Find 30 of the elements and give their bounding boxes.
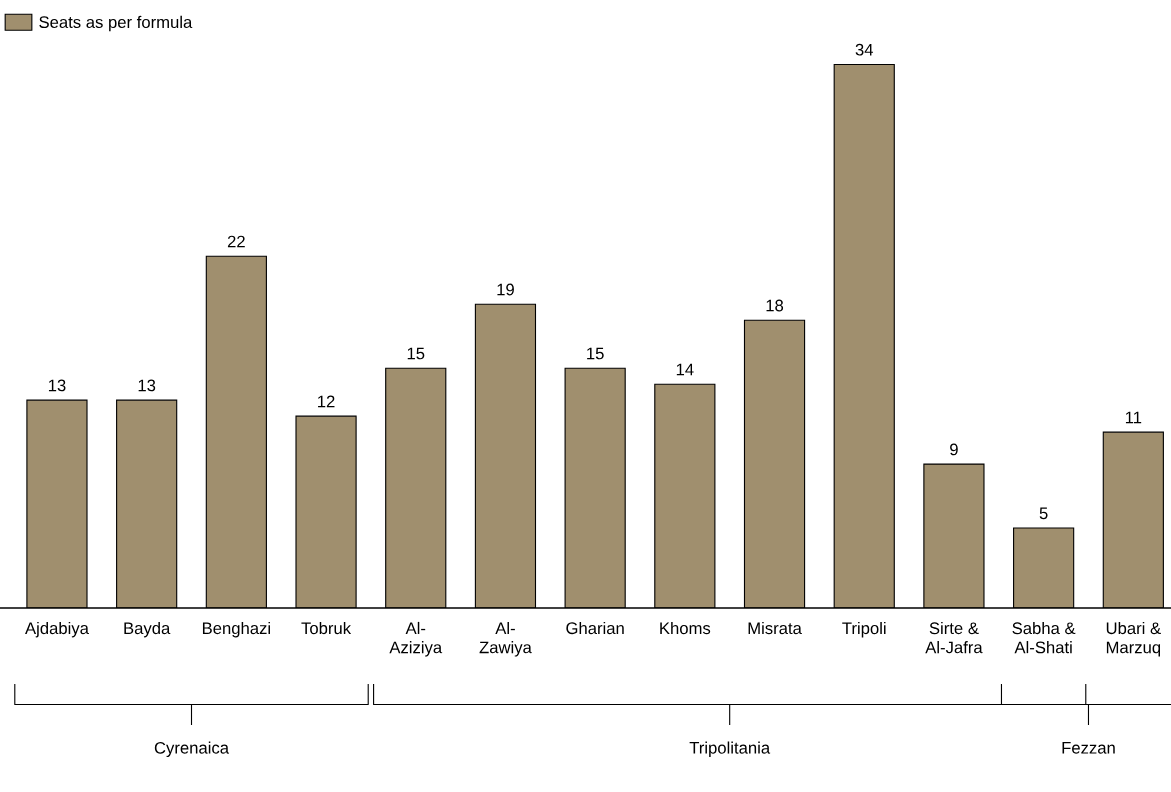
x-tick-label: Gharian — [566, 621, 624, 635]
data-label: 9 — [950, 443, 958, 456]
data-label: 5 — [1039, 507, 1048, 520]
x-tick-label: Ubari & Marzuq — [1106, 621, 1161, 657]
x-tick-label: Benghazi — [202, 621, 270, 638]
data-label: 13 — [48, 379, 66, 392]
data-label: 15 — [587, 347, 604, 360]
data-label: 15 — [407, 347, 425, 360]
x-tick-label: Tobruk — [301, 621, 352, 635]
data-label: 14 — [676, 363, 694, 376]
legend-label: Seats as per formula — [39, 15, 193, 32]
data-label: 13 — [138, 379, 156, 392]
x-tick-label: Tripoli — [842, 621, 886, 638]
x-tick-label: Al- Aziziya — [389, 621, 443, 657]
text: Fezzan — [1062, 742, 1115, 754]
data-label: 19 — [497, 283, 514, 296]
x-tick-label: Sirte & Al-Jafra — [925, 621, 983, 654]
x-tick-label: Bayda — [124, 621, 171, 638]
x-tick-label: Ajdabiya — [25, 621, 89, 638]
data-label: 22 — [227, 235, 245, 248]
text: Cyrenaica — [154, 741, 230, 758]
data-label: 11 — [1125, 411, 1142, 424]
x-tick-label: Sabha & Al-Shati — [1012, 621, 1076, 654]
x-tick-label: Al- Zawiya — [479, 621, 532, 657]
x-tick-label: Misrata — [748, 621, 802, 635]
text: Tripolitania — [689, 741, 771, 758]
data-label: 18 — [766, 299, 784, 312]
data-label: 34 — [855, 43, 874, 56]
x-tick-label: Khoms — [660, 621, 711, 635]
data-label: 12 — [318, 395, 335, 408]
